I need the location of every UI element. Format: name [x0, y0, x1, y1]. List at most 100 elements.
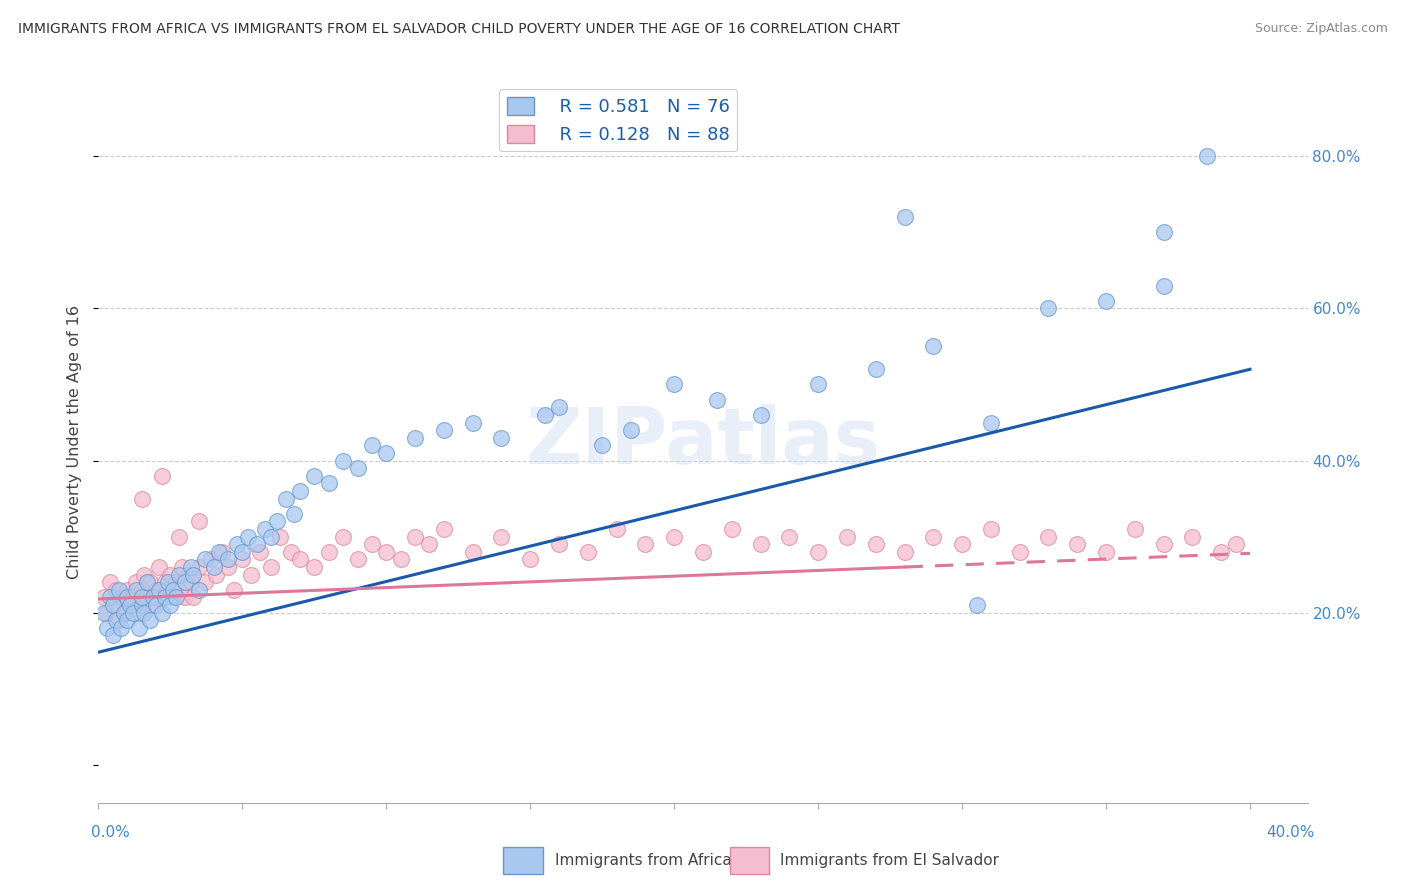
Point — [461, 416, 484, 430]
Point — [217, 552, 239, 566]
Point — [183, 591, 205, 605]
Point — [202, 560, 225, 574]
Point — [634, 537, 657, 551]
Point — [260, 560, 283, 574]
Point — [288, 483, 311, 498]
Point — [318, 545, 340, 559]
Point — [1038, 530, 1060, 544]
Point — [112, 606, 135, 620]
Point — [96, 606, 118, 620]
Point — [148, 582, 170, 597]
Point — [131, 591, 153, 605]
Point — [131, 582, 153, 597]
Point — [254, 522, 277, 536]
Point — [807, 545, 830, 559]
Point — [375, 545, 398, 559]
Point — [120, 598, 142, 612]
Point — [980, 522, 1002, 536]
Point — [110, 621, 132, 635]
Point — [720, 522, 742, 536]
Point — [162, 582, 184, 597]
Point — [1195, 149, 1218, 163]
Point — [1008, 545, 1031, 559]
Point — [620, 423, 643, 437]
Legend:   R = 0.581   N = 76,   R = 0.128   N = 88: R = 0.581 N = 76, R = 0.128 N = 88 — [499, 89, 737, 152]
Point — [200, 552, 222, 566]
Point — [1153, 226, 1175, 240]
Point — [1181, 530, 1204, 544]
Point — [240, 567, 263, 582]
Point — [346, 461, 368, 475]
Point — [1095, 293, 1118, 308]
Point — [125, 575, 148, 590]
Point — [692, 545, 714, 559]
Point — [1225, 537, 1247, 551]
Point — [136, 575, 159, 590]
Point — [142, 591, 165, 605]
Point — [404, 530, 426, 544]
Point — [131, 598, 153, 612]
Point — [269, 530, 291, 544]
Point — [120, 598, 142, 612]
Point — [1211, 545, 1233, 559]
Point — [778, 530, 800, 544]
Text: Source: ZipAtlas.com: Source: ZipAtlas.com — [1254, 22, 1388, 36]
Point — [165, 591, 187, 605]
Point — [153, 591, 176, 605]
Point — [304, 468, 326, 483]
Point — [167, 582, 190, 597]
Point — [1123, 522, 1146, 536]
Point — [165, 575, 187, 590]
Point — [519, 552, 541, 566]
Point — [93, 591, 115, 605]
Point — [104, 613, 127, 627]
Point — [217, 560, 239, 574]
Point — [139, 613, 162, 627]
Point — [865, 537, 887, 551]
Point — [222, 582, 245, 597]
Point — [112, 606, 135, 620]
Point — [361, 438, 384, 452]
Point — [922, 530, 945, 544]
Point — [134, 606, 156, 620]
Point — [249, 545, 271, 559]
Point — [318, 476, 340, 491]
Point — [1153, 278, 1175, 293]
Point — [208, 545, 231, 559]
Point — [107, 613, 129, 627]
Point — [606, 522, 628, 536]
Point — [922, 339, 945, 353]
Text: 0.0%: 0.0% — [91, 825, 131, 840]
Point — [150, 606, 173, 620]
Point — [96, 621, 118, 635]
Point — [807, 377, 830, 392]
Text: 40.0%: 40.0% — [1267, 825, 1315, 840]
Point — [194, 575, 217, 590]
Point — [136, 591, 159, 605]
Point — [225, 537, 247, 551]
Point — [1153, 537, 1175, 551]
Point — [153, 575, 176, 590]
Point — [162, 591, 184, 605]
Text: Immigrants from Africa: Immigrants from Africa — [555, 854, 733, 868]
Point — [98, 591, 121, 605]
Point — [167, 567, 190, 582]
Point — [122, 606, 145, 620]
Text: ZIPatlas: ZIPatlas — [526, 403, 880, 480]
Point — [231, 552, 253, 566]
Point — [156, 575, 179, 590]
Point — [173, 591, 195, 605]
Point — [93, 606, 115, 620]
Point — [188, 582, 211, 597]
Point — [205, 567, 228, 582]
Point — [131, 491, 153, 506]
Point — [159, 567, 181, 582]
Point — [167, 530, 190, 544]
Point — [183, 567, 205, 582]
Point — [749, 537, 772, 551]
Point — [115, 613, 138, 627]
Point — [491, 431, 513, 445]
Point — [110, 591, 132, 605]
Point — [283, 507, 305, 521]
Point — [1095, 545, 1118, 559]
